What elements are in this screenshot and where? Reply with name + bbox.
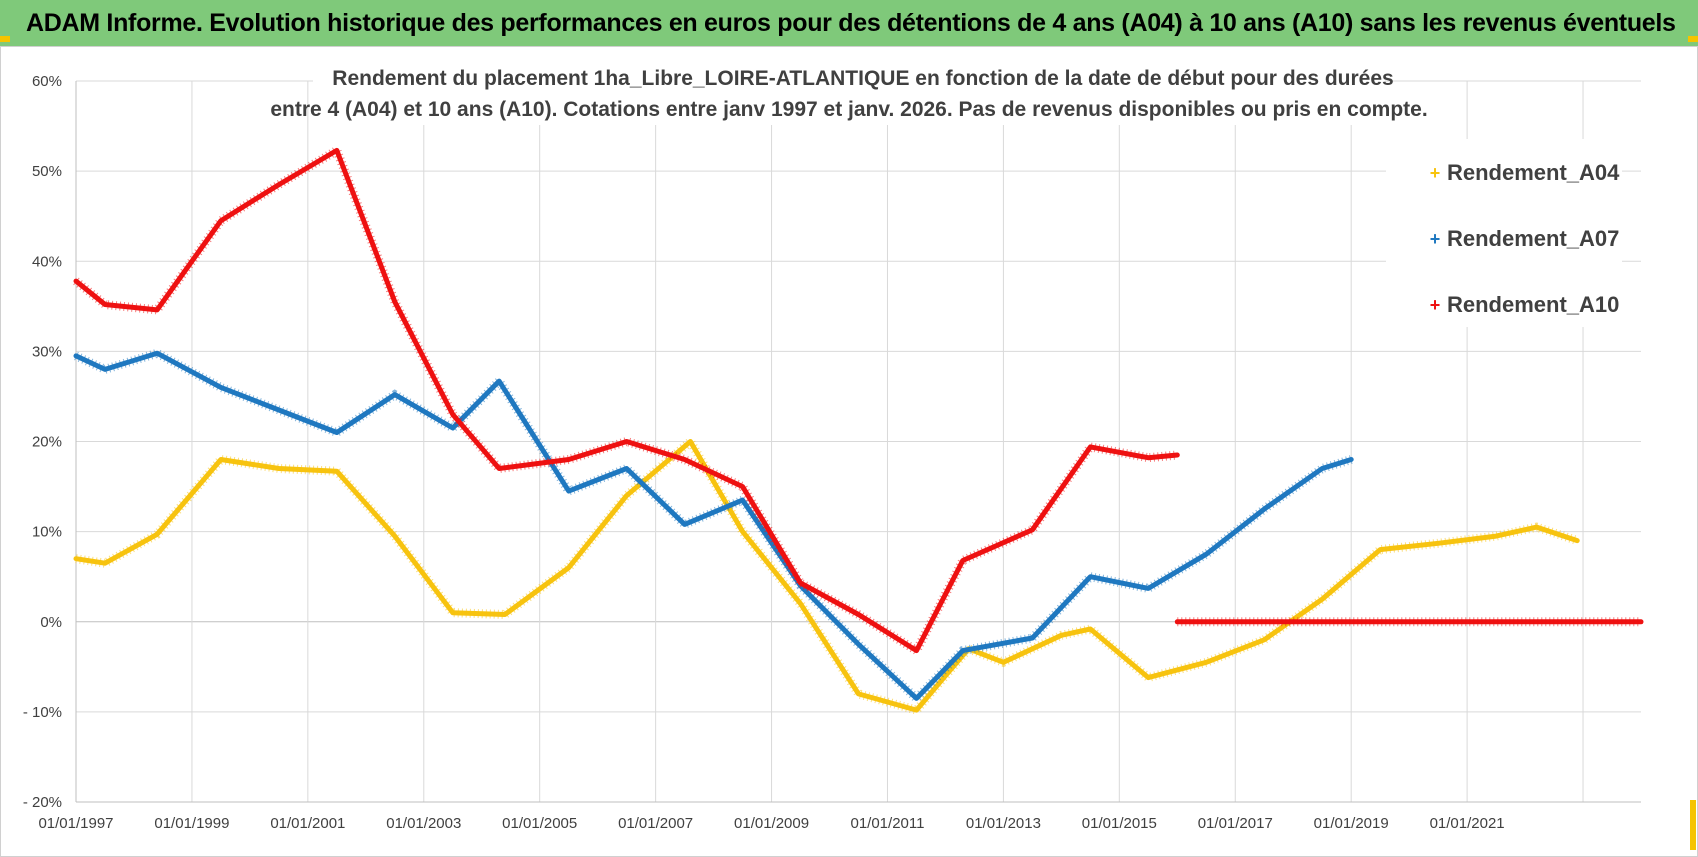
x-tick-label: 01/01/2015 bbox=[1082, 815, 1157, 832]
series-lines bbox=[73, 143, 1644, 716]
chart-title-line-2: entre 4 (A04) et 10 ans (A10). Cotations… bbox=[270, 98, 1427, 121]
line-chart: 60% 50% 40% 30% 20% 10% 0% - 10% - 20% 01/01/199… bbox=[23, 59, 1644, 832]
x-tick-label: 01/01/2001 bbox=[270, 815, 345, 832]
x-tick-label: 01/01/2011 bbox=[850, 815, 924, 832]
x-tick-label: 01/01/2017 bbox=[1198, 815, 1273, 832]
x-tick-label: 01/01/2005 bbox=[502, 815, 577, 832]
series-line-rendement-a04-markers bbox=[75, 434, 1579, 716]
x-tick-label: 01/01/2021 bbox=[1430, 815, 1505, 832]
series-line-rendement-a10-markers bbox=[73, 143, 1178, 658]
legend-label-a10: Rendement_A10 bbox=[1447, 292, 1619, 317]
x-tick-label: 01/01/2013 bbox=[966, 815, 1041, 832]
legend-marker-a07: + bbox=[1430, 229, 1441, 249]
legend-marker-a04: + bbox=[1430, 163, 1441, 183]
banner-title: ADAM Informe. Evolution historique des p… bbox=[26, 9, 1676, 37]
legend-label-a07: Rendement_A07 bbox=[1447, 226, 1619, 251]
y-tick-label: 50% bbox=[32, 163, 62, 180]
series-line-rendement-a10 bbox=[73, 147, 1180, 654]
y-tick-label: 10% bbox=[32, 524, 62, 541]
chart-title-background bbox=[313, 59, 1385, 125]
y-tick-label: - 10% bbox=[23, 704, 62, 721]
x-tick-labels: 01/01/1997 01/01/1999 01/01/2001 01/01/2003… bbox=[38, 815, 1504, 832]
y-tick-label: 0% bbox=[40, 614, 62, 631]
title-banner: ADAM Informe. Evolution historique des p… bbox=[0, 0, 1698, 47]
chart-area: 60% 50% 40% 30% 20% 10% 0% - 10% - 20% 01/01/199… bbox=[0, 46, 1698, 857]
y-tick-label: 60% bbox=[32, 73, 62, 90]
y-tick-label: 20% bbox=[32, 434, 62, 451]
x-tick-label: 01/01/1997 bbox=[38, 815, 113, 832]
corner-mark-top-left bbox=[0, 36, 10, 42]
x-tick-label: 01/01/2009 bbox=[734, 815, 809, 832]
legend: + Rendement_A04 + Rendement_A07 + Rendem… bbox=[1386, 139, 1622, 327]
x-tick-label: 01/01/2003 bbox=[386, 815, 461, 832]
x-tick-label: 01/01/2007 bbox=[618, 815, 693, 832]
y-tick-label: 40% bbox=[32, 253, 62, 270]
y-tick-labels: 60% 50% 40% 30% 20% 10% 0% - 10% - 20% bbox=[23, 73, 62, 811]
corner-mark-right-bottom bbox=[1690, 800, 1696, 850]
series-line-rendement-a07-markers bbox=[74, 348, 1353, 705]
corner-mark-top-right bbox=[1688, 36, 1698, 42]
chart-title: Rendement du placement 1ha_Libre_LOIRE-A… bbox=[270, 59, 1428, 125]
y-tick-label: - 20% bbox=[23, 794, 62, 811]
x-tick-label: 01/01/1999 bbox=[154, 815, 229, 832]
chart-title-line-1: Rendement du placement 1ha_Libre_LOIRE-A… bbox=[332, 67, 1393, 90]
series-line-rendement-a07 bbox=[73, 350, 1354, 701]
legend-marker-a10: + bbox=[1430, 295, 1441, 315]
axes bbox=[75, 81, 1641, 803]
legend-label-a04: Rendement_A04 bbox=[1447, 160, 1620, 185]
y-tick-label: 30% bbox=[32, 343, 62, 360]
x-tick-label: 01/01/2019 bbox=[1314, 815, 1389, 832]
legend-background bbox=[1386, 139, 1622, 327]
